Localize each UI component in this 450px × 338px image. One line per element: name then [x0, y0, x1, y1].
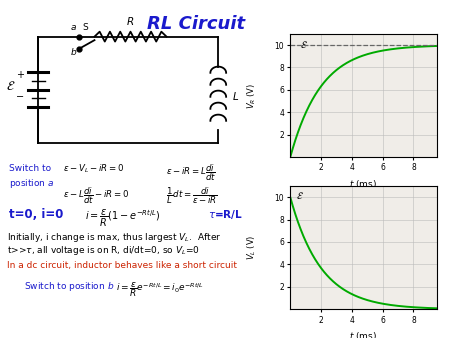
- Text: $\dfrac{1}{L}dt = \dfrac{di}{\varepsilon - iR}$: $\dfrac{1}{L}dt = \dfrac{di}{\varepsilon…: [166, 185, 218, 206]
- Text: RL Circuit: RL Circuit: [147, 16, 245, 33]
- Text: +: +: [16, 70, 24, 80]
- Text: $\varepsilon - V_L - iR = 0$: $\varepsilon - V_L - iR = 0$: [63, 162, 124, 175]
- X-axis label: $t$ (ms): $t$ (ms): [349, 178, 378, 190]
- Text: S: S: [83, 23, 88, 32]
- Text: Switch to
position $a$: Switch to position $a$: [9, 164, 54, 190]
- Text: $\mathcal{E}$: $\mathcal{E}$: [301, 39, 308, 50]
- Text: a: a: [70, 23, 76, 32]
- Text: $\tau$=R/L: $\tau$=R/L: [208, 208, 243, 221]
- Text: L: L: [233, 92, 238, 102]
- Text: t=0, i=0: t=0, i=0: [9, 208, 63, 221]
- Text: In a dc circuit, inductor behaves like a short circuit: In a dc circuit, inductor behaves like a…: [7, 261, 237, 270]
- Text: $(a)$: $(a)$: [356, 195, 371, 208]
- Y-axis label: $V_L$ (V): $V_L$ (V): [246, 235, 258, 260]
- Text: $i = \dfrac{\varepsilon}{R}e^{-Rt/L} = i_0 e^{-Rt/L}$: $i = \dfrac{\varepsilon}{R}e^{-Rt/L} = i…: [116, 280, 204, 299]
- X-axis label: $t$ (ms): $t$ (ms): [349, 330, 378, 338]
- Text: $\varepsilon - iR = L\dfrac{di}{dt}$: $\varepsilon - iR = L\dfrac{di}{dt}$: [166, 162, 216, 183]
- Text: $\mathcal{E}$: $\mathcal{E}$: [6, 79, 16, 93]
- Text: $i = \dfrac{\varepsilon}{R}\left(1 - e^{-Rt/L}\right)$: $i = \dfrac{\varepsilon}{R}\left(1 - e^{…: [86, 208, 161, 229]
- Text: t>>$\tau$, all voltage is on R, di/dt=0, so $V_L$=0: t>>$\tau$, all voltage is on R, di/dt=0,…: [7, 244, 200, 257]
- Text: Initially, i change is max, thus largest $V_L$.  After: Initially, i change is max, thus largest…: [7, 231, 222, 244]
- Text: −: −: [16, 92, 24, 102]
- Text: $\varepsilon - L\dfrac{di}{dt} - iR = 0$: $\varepsilon - L\dfrac{di}{dt} - iR = 0$: [63, 185, 130, 206]
- Text: b: b: [70, 48, 76, 57]
- Text: $\mathcal{E}$: $\mathcal{E}$: [296, 190, 304, 200]
- Text: R: R: [127, 17, 134, 27]
- Text: Switch to position $b$: Switch to position $b$: [24, 280, 114, 293]
- Y-axis label: $V_R$ (V): $V_R$ (V): [246, 82, 258, 108]
